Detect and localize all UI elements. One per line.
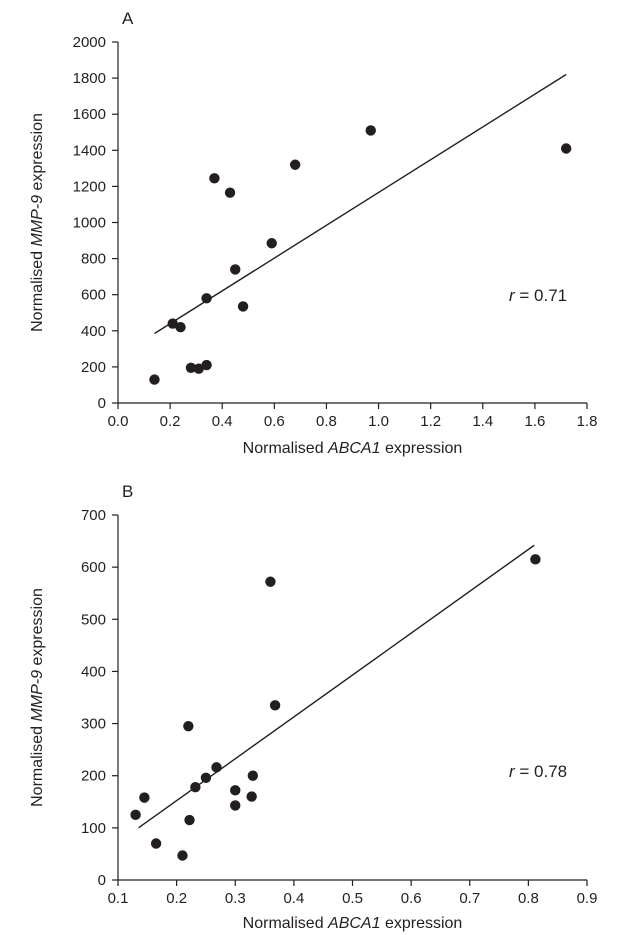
panel-letter: B [122,482,133,501]
y-tick-label: 0 [98,872,106,889]
data-point [246,791,257,802]
data-point [560,143,572,154]
x-tick-label: 1.6 [524,413,545,430]
data-point [201,293,212,304]
data-point [230,264,241,275]
y-tick-label: 700 [81,507,106,524]
data-point [237,301,249,312]
y-tick-label: 400 [81,663,106,680]
y-tick-label: 1000 [73,215,106,232]
y-tick-label: 200 [81,359,106,376]
data-point [201,359,212,371]
y-tick-label: 2000 [73,34,106,51]
x-axis-label-part: Normalised [243,915,328,932]
panel-letter: A [122,9,134,28]
x-axis-label-part: ABCA1 [327,915,380,932]
x-tick-label: 1.2 [420,413,441,430]
y-tick-label: 300 [81,716,106,733]
y-axis-label-part: MMP-9 [29,195,46,247]
data-point [230,785,241,796]
x-tick-label: 1.4 [472,413,493,430]
x-tick-label: 0.3 [225,890,246,907]
x-tick-label: 0.6 [264,413,285,430]
correlation-symbol: r [509,762,516,781]
panel-a: A 0.0 0.2 0.4 0.6 0.8 1.0 1.2 1.4 1.6 1.8 0 200 400 60… [29,9,597,457]
y-tick-label: 400 [81,323,106,340]
x-axis-label-part: expression [381,915,463,932]
data-point [209,173,220,184]
x-tick-label: 0.2 [160,413,181,430]
regression-line [154,73,567,335]
y-axis-label: Normalised MMP-9 expression [29,588,46,807]
data-point [190,781,201,793]
x-tick-label: 0.4 [212,413,233,430]
y-axis-label-part: expression [29,588,46,670]
panel-b: B 0.1 0.2 0.3 0.4 0.5 0.6 0.7 0.8 0.9 0 100 200 300 40… [29,482,597,932]
x-axis-label-part: Normalised [243,440,328,457]
data-point [185,362,197,374]
data-point [130,809,141,821]
x-tick-label: 1.0 [368,413,389,430]
data-point [183,720,194,732]
x-axis-label: Normalised ABCA1 expression [243,915,463,932]
data-point [139,792,150,803]
x-axis-label-part: expression [381,440,463,457]
y-tick-label: 800 [81,251,106,268]
y-axis-label-part: Normalised [29,722,46,807]
data-point [149,374,160,385]
data-point [265,576,276,587]
correlation-value: = 0.71 [515,286,567,305]
data-point [530,554,541,565]
correlation-symbol: r [509,286,516,305]
y-tick-label: 1200 [73,178,106,195]
y-tick-label: 600 [81,287,106,304]
data-point [177,850,188,861]
data-point [289,159,301,170]
x-tick-label: 0.6 [401,890,422,907]
y-axis-label-part: Normalised [29,247,46,332]
data-point [266,238,277,249]
data-point [193,363,204,374]
data-point [150,838,162,849]
correlation-label: r = 0.71 [509,286,567,305]
data-point [269,700,281,711]
y-tick-label: 1400 [73,142,106,159]
data-point [175,321,186,333]
y-tick-label: 600 [81,559,106,576]
x-tick-label: 0.5 [342,890,363,907]
x-axis-label: Normalised ABCA1 expression [243,440,463,457]
y-tick-label: 100 [81,820,106,837]
y-tick-label: 1800 [73,70,106,87]
data-point [230,800,241,811]
data-point [224,187,236,198]
x-tick-label: 0.8 [316,413,337,430]
x-tick-label: 0.1 [108,890,129,907]
y-tick-label: 200 [81,768,106,785]
x-tick-label: 0.9 [577,890,598,907]
x-tick-label: 0.4 [283,890,304,907]
y-axis-label-part: MMP-9 [29,670,46,722]
x-axis-label-part: ABCA1 [327,440,380,457]
data-point [184,814,195,826]
data-point [200,772,212,783]
data-point [365,125,376,136]
y-axis-label-part: expression [29,113,46,195]
y-tick-label: 0 [98,395,106,412]
data-point [211,762,222,773]
y-tick-label: 1600 [73,106,106,123]
y-tick-label: 500 [81,611,106,628]
x-tick-label: 1.8 [577,413,598,430]
x-tick-label: 0.8 [518,890,539,907]
correlation-label: r = 0.78 [509,762,567,781]
y-axis-label: Normalised MMP-9 expression [29,113,46,332]
x-tick-label: 0.2 [166,890,187,907]
data-point [167,318,178,329]
data-point [247,770,259,781]
x-tick-label: 0.0 [108,413,129,430]
x-tick-label: 0.7 [459,890,480,907]
correlation-value: = 0.78 [515,762,567,781]
